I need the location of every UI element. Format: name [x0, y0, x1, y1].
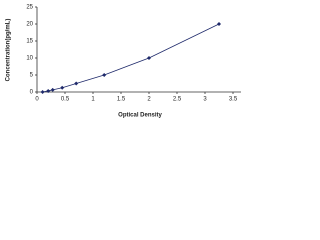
point — [46, 88, 51, 93]
x-tick-label: 2.5 — [173, 97, 182, 103]
y-tick-label: 20 — [26, 22, 33, 28]
point — [74, 81, 79, 86]
x-tick-label: 3.5 — [229, 97, 238, 103]
y-tick-label: 0 — [30, 90, 34, 96]
point — [60, 85, 65, 90]
x-tick-label: 2 — [147, 97, 151, 103]
y-tick-label: 5 — [30, 73, 34, 79]
x-tick-label: 3 — [203, 97, 207, 103]
x-axis-label: Optical Density — [118, 113, 162, 119]
x-tick-label: 0.5 — [61, 97, 70, 103]
point — [40, 90, 45, 94]
x-tick-label: 1 — [91, 97, 95, 103]
page: {"chart_data": {"type": "scatter", "x_la… — [5, 4, 241, 119]
chart: Optical Density Concentration(pg/mL) 0 5 1… — [6, 5, 241, 119]
x-tick-label: 0 — [35, 97, 39, 103]
x-tick-label: 1.5 — [117, 97, 126, 103]
point — [50, 87, 55, 92]
point — [217, 22, 221, 26]
y-tick-label: 15 — [26, 39, 33, 45]
y-tick-label: 10 — [26, 56, 33, 62]
fit-line — [42, 23, 220, 93]
y-tick-label: 25 — [26, 5, 33, 11]
y-axis-label: Concentration(pg/mL) — [6, 19, 12, 82]
point — [147, 56, 151, 60]
point — [102, 73, 107, 77]
